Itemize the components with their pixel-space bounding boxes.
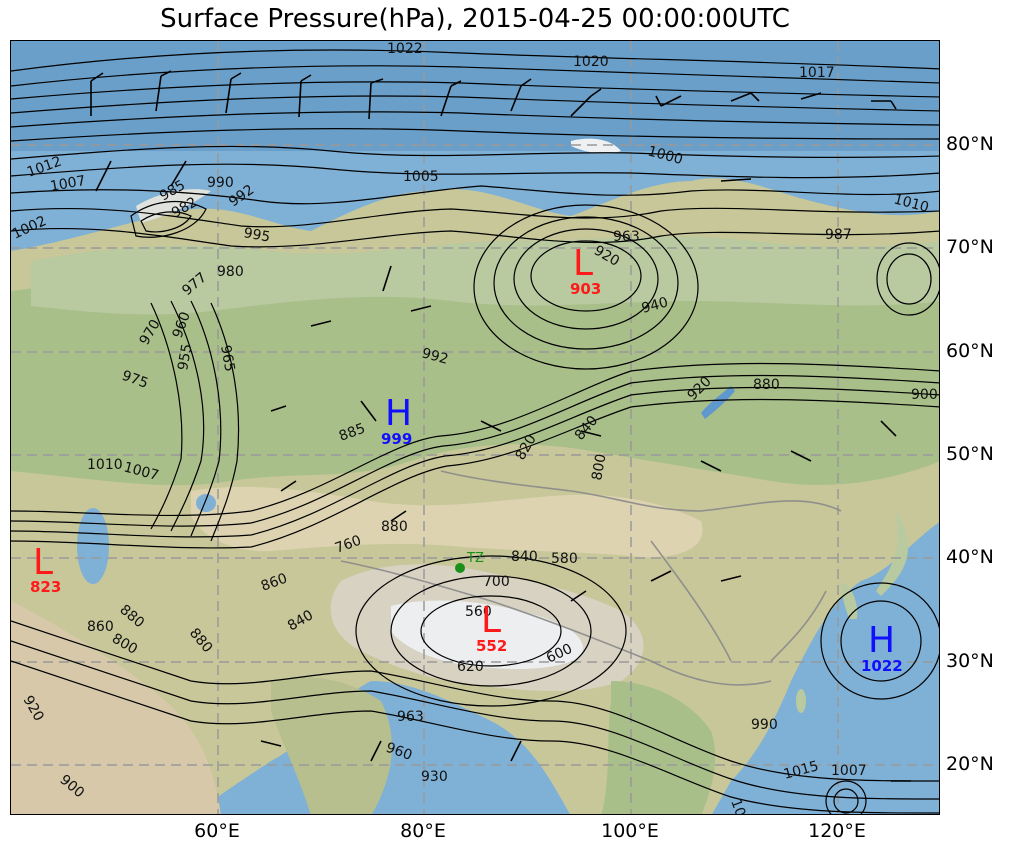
contour-label: 965: [217, 344, 237, 373]
taiwan-island: [796, 689, 806, 713]
taiga-north: [31, 236, 939, 315]
low-pressure-value: 552: [476, 637, 508, 655]
contour-label: 800: [589, 453, 609, 482]
contour-labels: 1022 1020 1017 1000 1012 1007 1005 1002 …: [11, 41, 938, 814]
latitude-label: 30°N: [946, 650, 994, 672]
contour-label: 1020: [573, 54, 609, 70]
longitude-label: 120°E: [808, 820, 866, 842]
japan-islands: [876, 511, 908, 596]
caspian-sea: [77, 508, 109, 584]
high-pressure-marker: H: [868, 620, 896, 661]
low-pressure-marker: L: [481, 600, 502, 641]
wind-barbs: [90, 70, 911, 782]
latitude-label: 40°N: [946, 546, 994, 568]
low-pressure-marker: L: [573, 243, 594, 284]
high-pressure-marker: H: [385, 393, 413, 434]
contour-label: 1022: [387, 41, 423, 57]
station-marker: [455, 563, 465, 573]
station-label: TZ: [466, 551, 484, 566]
contour-label: 930: [421, 769, 448, 785]
contour-label: 860: [87, 619, 114, 635]
longitude-label: 80°E: [400, 820, 446, 842]
longitude-label: 100°E: [601, 820, 659, 842]
isobars: [11, 49, 939, 814]
latitude-label: 20°N: [946, 753, 994, 775]
southeast-asia: [601, 681, 716, 814]
tibet-snow: [391, 600, 583, 669]
contour-label: 995: [242, 225, 271, 245]
contour-label: 1007: [831, 763, 867, 779]
contour-label: 980: [217, 264, 244, 280]
korea-peninsula: [841, 581, 858, 619]
contour-label: 987: [825, 227, 852, 243]
latitude-label: 60°N: [946, 340, 994, 362]
contour-label: 955: [175, 343, 195, 372]
southwest-land: [11, 601, 221, 814]
pressure-map: 1022 1020 1017 1000 1012 1007 1005 1002 …: [10, 40, 940, 815]
contour-label: 963: [397, 709, 424, 725]
low-pressure-value: 903: [570, 280, 602, 298]
contour-label: 992: [420, 345, 450, 367]
latitude-label: 50°N: [946, 443, 994, 465]
contour-label: 880: [381, 519, 408, 535]
contour-label: 990: [207, 175, 234, 191]
high-pressure-value: 1022: [861, 657, 903, 675]
latitude-label: 80°N: [946, 133, 994, 155]
arctic-ocean: [11, 41, 939, 151]
country-borders: [340, 470, 842, 686]
contour-label: 900: [911, 387, 938, 403]
contour-label: 1007: [49, 173, 87, 195]
contour-label: 620: [457, 659, 484, 675]
contour-label: 880: [753, 377, 780, 393]
severnaya-zemlya: [571, 138, 621, 154]
contour-label: 990: [751, 717, 778, 733]
contour-label: 1017: [799, 65, 835, 81]
graticule: [11, 41, 939, 814]
siberia-forest: [11, 268, 939, 486]
contour-label: 940: [640, 294, 670, 316]
contour-label: 840: [511, 549, 538, 565]
low-pressure-value: 823: [30, 578, 62, 596]
map-title: Surface Pressure(hPa), 2015-04-25 00:00:…: [160, 4, 790, 34]
contour-label: 1010: [87, 457, 123, 473]
contour-label: 580: [551, 551, 578, 567]
central-asian-desert: [191, 486, 703, 558]
longitude-label: 60°E: [194, 820, 240, 842]
high-pressure-value: 999: [381, 430, 413, 448]
latitude-label: 70°N: [946, 236, 994, 258]
aral-sea: [196, 494, 216, 512]
contour-label: 560: [465, 604, 492, 620]
low-pressure-marker: L: [33, 542, 54, 583]
contour-label: 963: [613, 229, 640, 245]
lake-baikal: [701, 386, 735, 419]
contour-label: 1005: [403, 169, 439, 185]
contour-label: 700: [483, 574, 510, 590]
